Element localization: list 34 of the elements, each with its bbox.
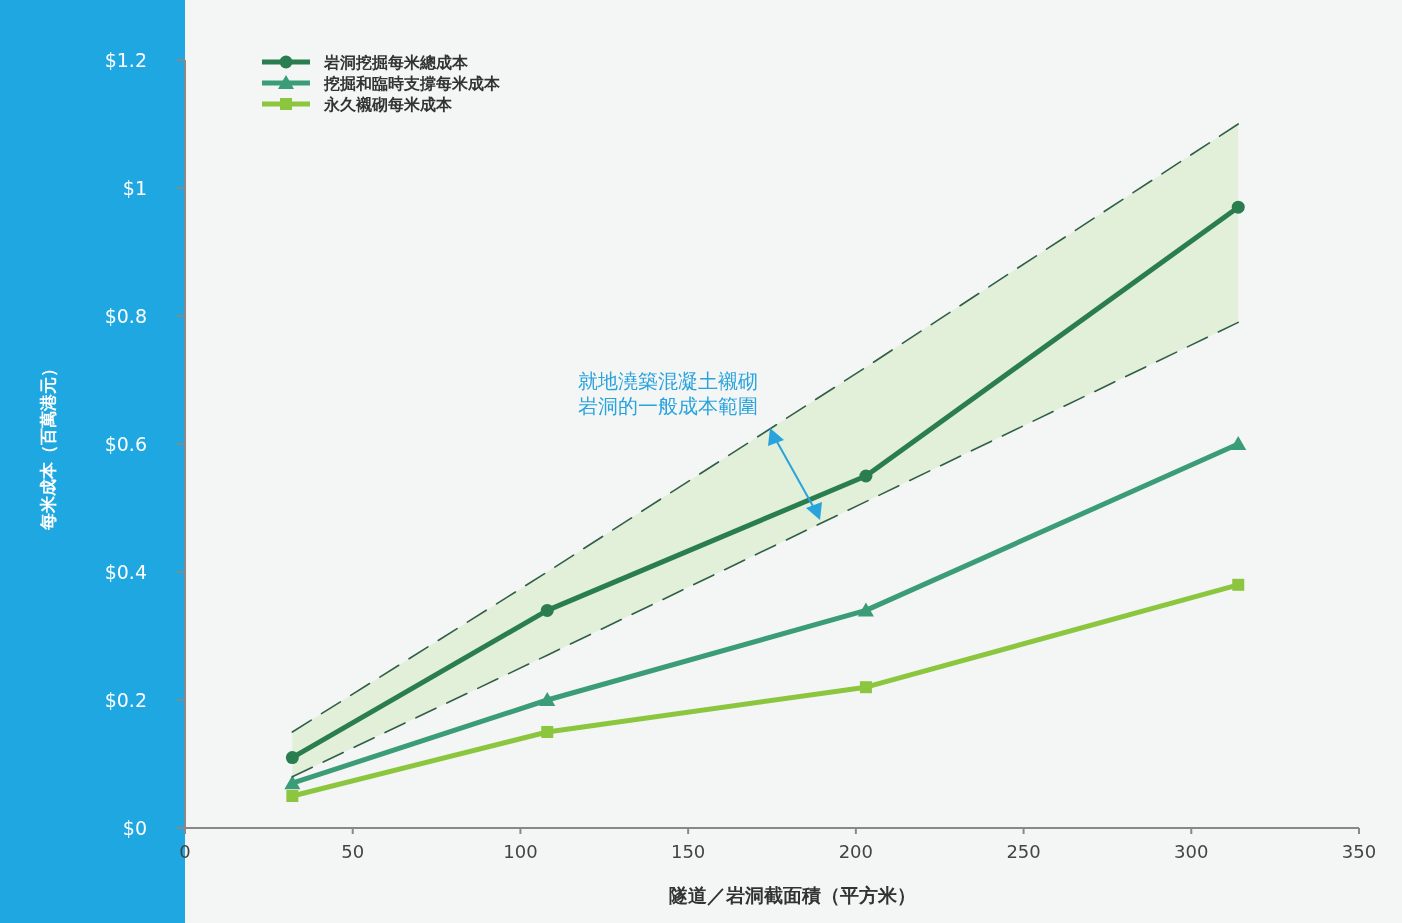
x-tick-label: 250 <box>1006 841 1041 862</box>
y-tick-label: $0.8 <box>104 305 147 327</box>
point <box>1231 200 1245 214</box>
x-tick-label: 100 <box>503 841 538 862</box>
point <box>284 775 301 790</box>
y-axis-title: 每米成本（百萬港元） <box>38 360 58 531</box>
y-tick-label: $0 <box>122 817 147 839</box>
y-tick-label: $1.2 <box>104 49 147 71</box>
y-tick-label: $0.4 <box>104 561 147 583</box>
annotation: 岩洞的一般成本範圍 <box>578 394 758 418</box>
point <box>541 726 554 738</box>
y-tick-label: $0.2 <box>104 689 147 711</box>
point <box>285 751 299 765</box>
point <box>857 602 874 617</box>
x-tick-label: 0 <box>179 841 191 862</box>
y-tick-label: $0.6 <box>104 433 147 455</box>
x-axis-title: 隧道／岩洞截面積（平方米） <box>668 884 916 906</box>
x-tick-label: 50 <box>341 841 365 862</box>
point <box>539 692 556 706</box>
legend-label: 岩洞挖掘每米總成本 <box>323 53 469 72</box>
point <box>1232 578 1245 591</box>
point <box>1230 436 1247 450</box>
annotation: 就地澆築混凝土襯砌 <box>578 369 758 393</box>
x-tick-label: 150 <box>670 841 706 862</box>
point <box>859 681 872 694</box>
point <box>859 469 873 483</box>
y-tick-label: $1 <box>122 177 147 199</box>
x-tick-label: 350 <box>1341 841 1377 862</box>
x-tick-label: 300 <box>1174 841 1209 862</box>
point <box>286 790 299 802</box>
x-tick-label: 200 <box>838 841 874 862</box>
point <box>540 603 554 617</box>
legend-label: 挖掘和臨時支撐每米成本 <box>323 74 501 93</box>
legend-label: 永久襯砌每米成本 <box>323 95 453 114</box>
